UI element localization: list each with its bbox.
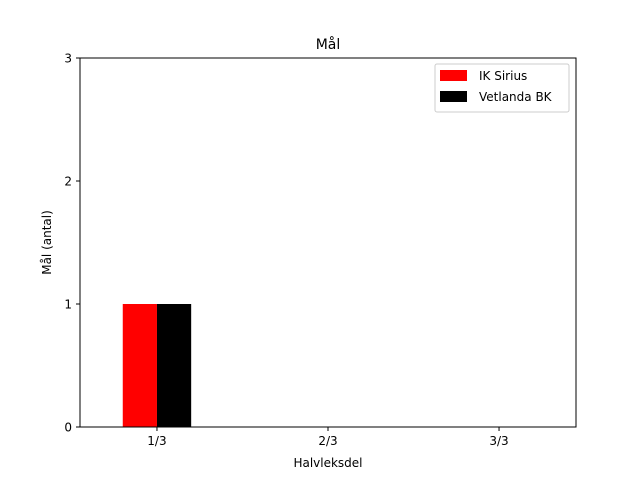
y-tick-label: 1 [64, 298, 72, 312]
x-tick-label: 2/3 [318, 434, 337, 448]
bars-layer [122, 304, 192, 427]
legend-label: Vetlanda BK [479, 90, 553, 104]
legend-entries: IK Sirius Vetlanda BK [440, 69, 553, 104]
legend-swatch [440, 70, 467, 81]
y-axis-label: Mål (antal) [40, 210, 54, 275]
legend-box [434, 63, 570, 113]
ticks-layer: 1/3 2/3 3/3 0 1 2 3 [64, 52, 508, 449]
y-tick-label: 3 [64, 52, 72, 66]
x-tick-label: 3/3 [489, 434, 508, 448]
bar-vetlanda-bk-1 [156, 304, 192, 427]
legend-swatch [440, 91, 467, 102]
chart-title: Mål [316, 36, 341, 53]
legend: IK Sirius Vetlanda BK [434, 63, 570, 113]
legend-label: IK Sirius [479, 69, 527, 83]
y-tick-label: 0 [64, 421, 72, 435]
bar-ik-sirius-1 [122, 304, 157, 427]
x-axis-label: Halvleksdel [293, 456, 362, 470]
x-tick-label: 1/3 [147, 434, 166, 448]
y-tick-label: 2 [64, 175, 72, 189]
